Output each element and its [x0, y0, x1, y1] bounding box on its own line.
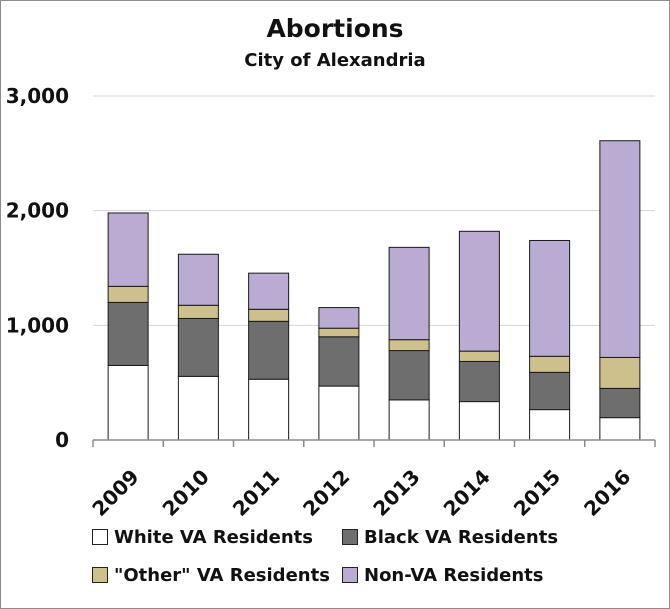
- legend-label: "Other" VA Residents: [114, 564, 330, 586]
- y-tick-label: 1,000: [6, 313, 69, 337]
- bar-segment: [107, 212, 149, 287]
- legend-swatch-white: [92, 529, 108, 545]
- bar-segment: [529, 355, 571, 373]
- bar-segment: [529, 371, 571, 411]
- legend-swatch-other: [92, 567, 108, 583]
- x-tick-label: 2010: [158, 465, 214, 521]
- x-tick-label: 2013: [368, 465, 424, 521]
- bar-segment: [248, 378, 290, 441]
- bar-segment: [388, 399, 430, 441]
- x-tick-label: 2014: [439, 465, 495, 521]
- legend-item-black-va-residents: Black VA Residents: [342, 525, 592, 549]
- bar-segment: [177, 253, 219, 306]
- bar-segment: [318, 307, 360, 329]
- y-tick-label: 3,000: [6, 84, 69, 108]
- chart-title: Abortions: [266, 14, 404, 43]
- legend-swatch-black: [342, 529, 358, 545]
- bar-segment: [599, 140, 641, 358]
- bar-segment: [458, 360, 500, 403]
- bar-segment: [177, 317, 219, 377]
- bar-segment: [318, 327, 360, 338]
- bar-segment: [388, 339, 430, 352]
- bar-segment: [529, 239, 571, 357]
- legend-item-non-va-residents: Non-VA Residents: [342, 563, 592, 587]
- bar-segment: [177, 375, 219, 441]
- bar-segment: [458, 350, 500, 362]
- x-tick-label: 2009: [87, 465, 143, 521]
- bar-segment: [388, 350, 430, 401]
- chart-subtitle: City of Alexandria: [244, 50, 426, 71]
- bar-segment: [318, 385, 360, 441]
- bar-segment: [599, 417, 641, 441]
- legend: White VA Residents Black VA Residents "O…: [92, 525, 612, 587]
- bar-segment: [529, 409, 571, 441]
- bar-segment: [458, 230, 500, 352]
- bar-segment: [177, 304, 219, 319]
- x-tick-label: 2012: [298, 465, 354, 521]
- bar-segment: [318, 336, 360, 387]
- bar-segment: [248, 272, 290, 310]
- legend-item-other-va-residents: "Other" VA Residents: [92, 563, 342, 587]
- bar-segment: [248, 308, 290, 322]
- x-tick-label: 2011: [228, 465, 284, 521]
- bar-segment: [458, 401, 500, 441]
- bar-segment: [388, 246, 430, 341]
- bar-segment: [599, 387, 641, 419]
- legend-label: White VA Residents: [114, 526, 314, 548]
- legend-label: Black VA Residents: [364, 526, 559, 548]
- bar-segment: [599, 356, 641, 389]
- y-tick-label: 0: [55, 428, 69, 452]
- bar-segment: [107, 285, 149, 303]
- legend-swatch-non-va: [342, 567, 358, 583]
- legend-item-white-va-residents: White VA Residents: [92, 525, 342, 549]
- bar-segment: [107, 364, 149, 441]
- legend-label: Non-VA Residents: [364, 564, 544, 586]
- x-tick-label: 2015: [509, 465, 565, 521]
- x-tick-label: 2016: [579, 465, 635, 521]
- bar-segment: [107, 301, 149, 366]
- y-tick-label: 2,000: [6, 199, 69, 223]
- bar-segment: [248, 320, 290, 380]
